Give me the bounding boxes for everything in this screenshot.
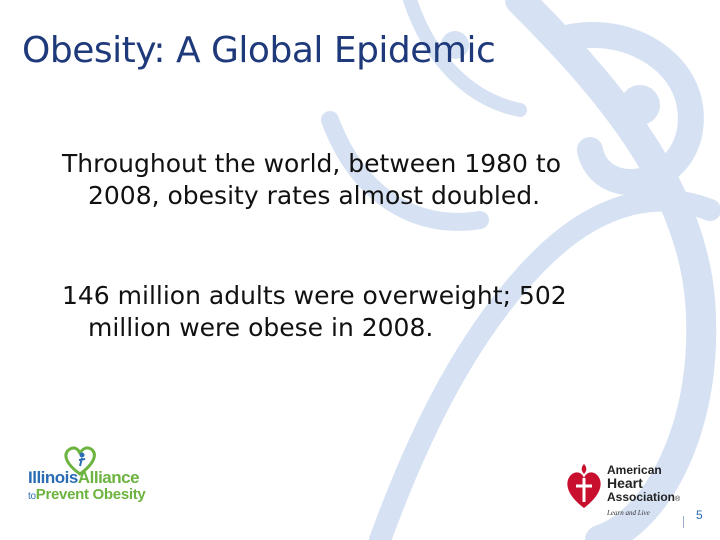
aha-line-1: American <box>607 463 662 477</box>
aha-tagline: Learn and Live <box>607 509 650 517</box>
slide-number-divider <box>683 516 684 528</box>
heart-torch-icon <box>567 464 601 508</box>
slide-number: 5 <box>696 508 703 522</box>
logo-left-word-prevent-obesity: Prevent Obesity <box>35 486 146 503</box>
slide-title: Obesity: A Global Epidemic <box>22 30 496 71</box>
aha-line-2: Heart <box>607 475 643 491</box>
logo-left-word-to: to <box>28 491 36 502</box>
logo-left-line-1: IllinoisAlliance <box>28 468 140 488</box>
illinois-alliance-logo: IllinoisAlliance toPrevent Obesity <box>22 446 162 510</box>
logo-left-word-alliance: Alliance <box>77 468 140 487</box>
aha-word-association: Association <box>607 490 676 504</box>
aha-registered-mark: ® <box>675 496 681 503</box>
bullet-1-line-1: Throughout the world, between 1980 to <box>62 149 562 178</box>
american-heart-association-logo: American Heart Association® Learn and Li… <box>564 462 684 522</box>
logo-left-word-illinois: Illinois <box>28 468 78 487</box>
heart-figure-icon <box>64 446 96 476</box>
bullet-2-line-2: million were obese in 2008. <box>88 313 434 342</box>
aha-line-3: Association® <box>607 491 680 506</box>
bullet-2-line-1: 146 million adults were overweight; 502 <box>62 281 567 310</box>
bullet-text-1: Throughout the world, between 1980 to 20… <box>62 148 662 212</box>
logo-left-line-2: toPrevent Obesity <box>28 486 146 503</box>
bullet-text-2: 146 million adults were overweight; 502 … <box>62 280 662 344</box>
bullet-1-line-2: 2008, obesity rates almost doubled. <box>88 181 541 210</box>
